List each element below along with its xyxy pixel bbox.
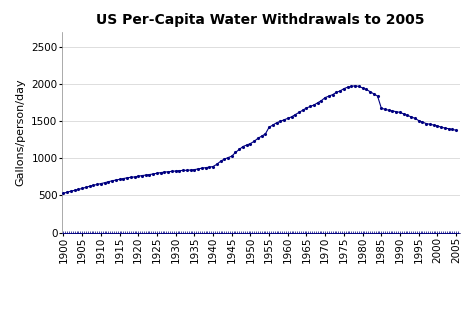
Y-axis label: Gallons/person/day: Gallons/person/day bbox=[16, 78, 26, 186]
Title: US Per-Capita Water Withdrawals to 2005: US Per-Capita Water Withdrawals to 2005 bbox=[96, 13, 425, 27]
